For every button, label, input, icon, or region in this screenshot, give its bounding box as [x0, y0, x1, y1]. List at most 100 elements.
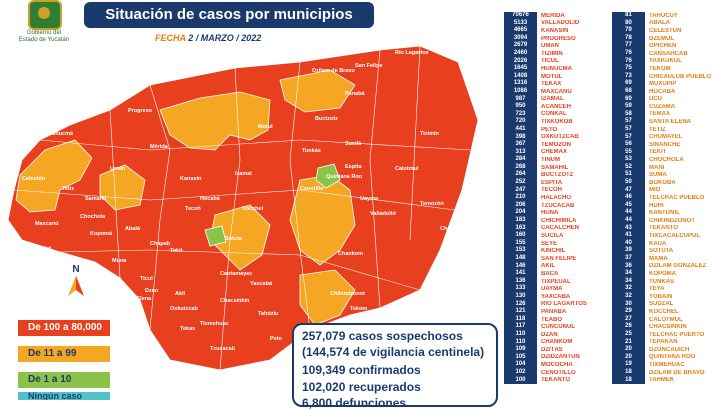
case-count: 18 — [612, 376, 645, 385]
map-label: Umán — [110, 166, 126, 172]
municipality-name: TEKOM — [649, 65, 671, 72]
legend-label-none: Ningún caso — [28, 392, 83, 400]
case-count: 210 — [504, 194, 537, 202]
case-count: 34 — [612, 277, 645, 286]
municipality-name: KANASÍN — [541, 27, 569, 34]
municipality-name: TEKANTO — [649, 225, 678, 232]
map-label: Abalá — [125, 226, 141, 232]
case-count: 29 — [612, 308, 645, 316]
case-count: 47 — [612, 186, 645, 195]
municipality-name: ACANCEH — [541, 103, 571, 110]
table-row: 148 SAN FELIPE — [504, 255, 610, 263]
map-label: Tekit — [170, 248, 183, 254]
municipality-name: UCÚ — [649, 96, 662, 103]
table-row: 133 UAYMA — [504, 285, 610, 293]
municipality-name: TAHUCUY — [649, 12, 678, 19]
table-row: 1408 MOTUL — [504, 72, 610, 81]
stat-sentinel: (144,574 de vigilancia centinela) — [302, 345, 485, 359]
table-row: 21 TEPAKÁN — [612, 338, 715, 347]
case-count: 252 — [504, 179, 537, 187]
case-count: 46 — [612, 194, 645, 202]
municipality-name: TETIZ — [649, 126, 666, 133]
municipality-name: CONKAL — [541, 111, 567, 118]
table-row: 109 DZITÁS — [504, 346, 610, 354]
table-row: 60 UCÚ — [612, 95, 715, 104]
case-count: 183 — [504, 217, 537, 225]
map-label: Tizimín — [420, 131, 439, 137]
map-label: Kopomá — [90, 231, 113, 237]
table-row: 105 DZIDZANTÚN — [504, 353, 610, 362]
municipality-name: PETO — [541, 126, 558, 133]
municipality-name: TELCHAC PUEBLO — [649, 195, 705, 201]
municipality-name: YOBAÍN — [649, 293, 673, 300]
municipality-name: TEMOZÓN — [541, 141, 571, 148]
report-date: FECHA 2 / MARZO / 2022 — [155, 33, 261, 43]
table-row: 55 TEKIT — [612, 148, 715, 157]
map-label: Uayma — [360, 196, 379, 202]
map-label: Motul — [258, 124, 273, 130]
map-label: Kanasín — [180, 176, 202, 182]
case-count: 155 — [504, 239, 537, 248]
case-count: 720 — [504, 118, 537, 126]
map-label: Chacsinkín — [220, 298, 250, 304]
case-count: 206 — [504, 201, 537, 210]
case-count: 77 — [612, 42, 645, 50]
case-count: 136 — [504, 277, 537, 286]
table-row: 44 KANTUNIL — [612, 209, 715, 218]
legend-label-low: De 1 a 10 — [28, 374, 72, 385]
map-label: Calotmul — [395, 166, 419, 172]
municipality-name: TECOH — [541, 187, 562, 194]
table-row: 398 OXKUTZCAB — [504, 133, 610, 142]
map-label: Espita — [345, 164, 362, 170]
municipality-name: ABALÁ — [649, 20, 670, 27]
table-row: 4665 KANASÍN — [504, 27, 610, 35]
table-row: 367 TEMOZÓN — [504, 141, 610, 149]
municipality-name: TELCHAC PUERTO — [649, 331, 705, 338]
table-row: 56 SINANCHÉ — [612, 141, 715, 149]
case-count: 53 — [612, 156, 645, 164]
case-count: 284 — [504, 156, 537, 164]
table-row: 284 TINUM — [504, 156, 610, 164]
table-row: 210 HALACHÓ — [504, 194, 610, 202]
case-count: 2026 — [504, 57, 537, 66]
case-count: 18 — [612, 368, 645, 377]
municipality-name: CUZAMÁ — [649, 103, 675, 110]
map-label: Chochola — [80, 214, 106, 220]
map-label: Ticul — [140, 276, 153, 282]
municipality-name: TIZIMÍN — [541, 50, 563, 57]
case-count: 26 — [612, 323, 645, 331]
case-count: 130 — [504, 292, 537, 301]
municipality-name: MUXUPIP — [649, 81, 677, 88]
table-row: 1316 TEKAX — [504, 80, 610, 88]
municipality-name: SEYÉ — [541, 240, 558, 247]
map-label: Cantamayec — [220, 271, 252, 277]
table-row: 44 CHIKINDZONOT — [612, 217, 715, 225]
municipality-name: KAUA — [649, 240, 667, 247]
table-row: 68 HOCABÁ — [612, 87, 715, 96]
region-low-2 — [204, 225, 227, 247]
table-row: 46 TELCHAC PUEBLO — [612, 194, 715, 202]
logo-line2: Estado de Yucatán — [18, 37, 70, 43]
map-label: Tahdziu — [258, 311, 278, 317]
map-label: Buctzotz — [315, 116, 338, 122]
map-label: Hunucmá — [48, 131, 74, 137]
table-row: 51 SUMA — [612, 171, 715, 180]
municipality-name: MANÍ — [649, 164, 665, 171]
region-low-1 — [315, 163, 341, 189]
case-count: 5133 — [504, 19, 537, 28]
table-row: 146 AKIL — [504, 262, 610, 271]
case-count: 247 — [504, 186, 537, 195]
map-label: Temozón — [420, 201, 444, 207]
case-count: 52 — [612, 163, 645, 172]
case-count: 57 — [612, 118, 645, 126]
case-stats-box: 257,079 casos sospechosos (144,574 de vi… — [292, 323, 498, 410]
municipality-name: VALLADOLID — [541, 20, 580, 27]
table-row: 155 SEYÉ — [504, 239, 610, 248]
case-count: 1086 — [504, 87, 537, 96]
map-label: Sotuta — [225, 236, 243, 242]
case-count: 70676 — [504, 12, 537, 20]
municipality-name: CHICHIMILÁ — [541, 217, 577, 224]
municipality-name: MAMA — [649, 255, 668, 262]
map-label: Muna — [112, 258, 127, 264]
table-row: 43 TEKANTO — [612, 224, 715, 233]
